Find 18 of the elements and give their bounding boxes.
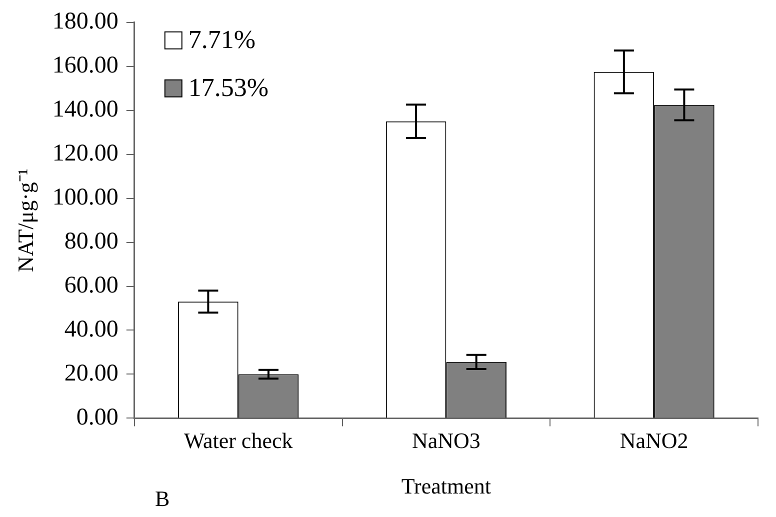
legend-label: 7.71%: [188, 25, 256, 54]
y-tick-label: 120.00: [52, 140, 118, 167]
y-axis-title: NAT/μg·g⁻¹: [12, 168, 38, 272]
x-tick-label: NaNO3: [412, 428, 480, 454]
y-tick-label: 20.00: [64, 360, 118, 387]
x-tick-label: Water check: [184, 428, 293, 454]
x-axis-title: Treatment: [401, 474, 492, 499]
y-tick-label: 160.00: [52, 52, 118, 79]
text: B: [155, 486, 170, 511]
y-tick-label: 60.00: [64, 272, 118, 299]
y-tick-label: 140.00: [52, 96, 118, 123]
y-tick-label: 180.00: [52, 8, 118, 35]
y-tick-label: 100.00: [52, 184, 118, 211]
y-tick-label: 40.00: [64, 316, 118, 343]
x-tick-label: NaNO2: [620, 428, 688, 454]
y-tick-label: 80.00: [64, 228, 118, 255]
legend-label: 17.53%: [188, 73, 269, 102]
y-tick-label: 0.00: [76, 404, 118, 430]
